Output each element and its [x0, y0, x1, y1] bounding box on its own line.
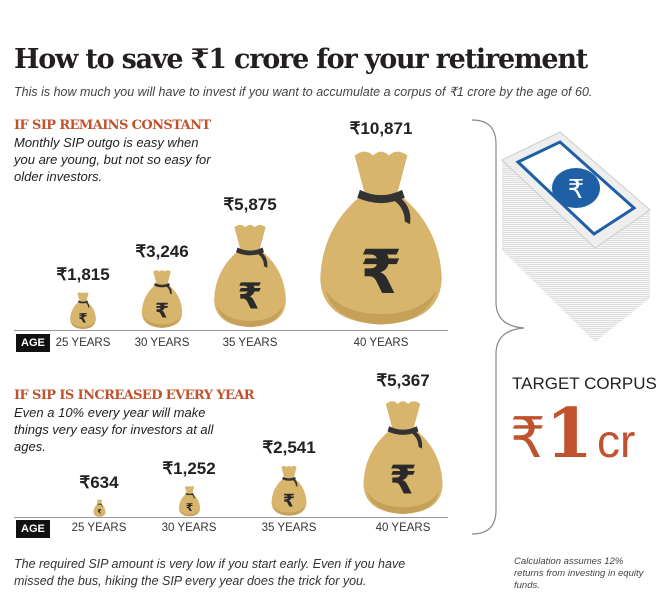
- target-unit: cr: [596, 415, 636, 467]
- age-category: 40 YEARS: [353, 337, 409, 349]
- age-category: 35 YEARS: [261, 522, 317, 534]
- brace: [471, 119, 525, 535]
- money-bag-icon: [140, 268, 184, 330]
- money-bag-icon: [360, 397, 446, 517]
- age-label-increased: AGE: [16, 520, 50, 538]
- money-bag-icon: [315, 145, 447, 330]
- value-label: ₹2,541: [262, 437, 316, 457]
- age-category: 25 YEARS: [71, 522, 127, 534]
- age-label-constant: AGE: [16, 334, 50, 352]
- value-label: ₹10,871: [349, 119, 413, 139]
- age-category: 25 YEARS: [55, 337, 111, 349]
- constant-heading: IF SIP REMAINS CONSTANT: [14, 118, 211, 133]
- target-corpus-label: TARGET CORPUS: [512, 374, 657, 393]
- value-label: ₹5,367: [376, 370, 430, 390]
- page-title: How to save ₹1 crore for your retirement: [14, 44, 588, 75]
- age-category: 35 YEARS: [222, 337, 278, 349]
- constant-description: Monthly SIP outgo is easy when you are y…: [14, 135, 211, 184]
- value-label: ₹5,875: [223, 194, 277, 214]
- age-category: 30 YEARS: [161, 522, 217, 534]
- calculation-note: Calculation assumes 12% returns from inv…: [514, 556, 644, 591]
- target-corpus-value: ₹1cr: [510, 394, 635, 474]
- money-bag-icon: [69, 291, 97, 330]
- value-label: ₹634: [79, 472, 119, 492]
- age-category: 30 YEARS: [134, 337, 190, 349]
- money-bag-icon: [211, 221, 289, 330]
- page-subtitle: This is how much you will have to invest…: [14, 85, 593, 99]
- money-stack-icon: ₹: [501, 131, 651, 342]
- value-label: ₹1,815: [56, 264, 110, 284]
- money-bag-icon: [270, 464, 308, 517]
- money-bag-icon: [93, 499, 106, 517]
- svg-text:₹: ₹: [568, 175, 585, 205]
- increased-heading: IF SIP IS INCREASED EVERY YEAR: [14, 388, 255, 403]
- baseline-increased: [14, 517, 448, 518]
- value-label: ₹3,246: [135, 242, 189, 262]
- footer-text: The required SIP amount is very low if y…: [14, 557, 406, 588]
- target-amount: 1: [545, 394, 593, 474]
- age-category: 40 YEARS: [375, 522, 431, 534]
- increased-description: Even a 10% every year will make things v…: [14, 405, 214, 454]
- money-bag-icon: [178, 485, 201, 517]
- rupee-symbol: ₹: [510, 406, 546, 469]
- baseline-constant: [14, 330, 448, 331]
- value-label: ₹1,252: [162, 458, 216, 478]
